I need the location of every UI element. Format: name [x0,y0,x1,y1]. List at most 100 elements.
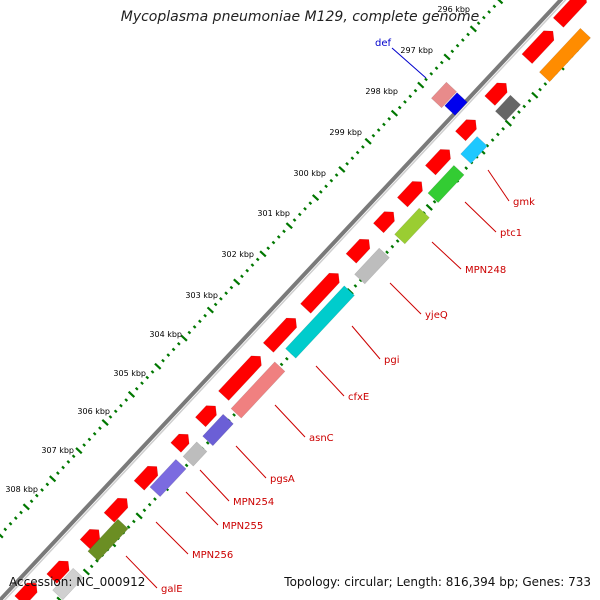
MPN254-gene [149,458,187,498]
forward-gene [195,405,217,428]
tick-mark [476,21,481,26]
tick-mark [376,128,381,132]
tick-label: 299 kbp [329,128,362,137]
gene-label-leader [235,445,267,479]
tick-mark [497,0,504,5]
tick-mark [318,190,323,194]
tick-mark [132,519,136,524]
tick-mark [145,375,150,380]
gene-label-leader [389,282,422,315]
tick-mark [271,240,276,245]
gene-label-ptc1: ptc1 [500,228,522,239]
tick-mark [147,502,152,507]
gene-label-galE: galE [161,584,183,595]
kbp-tick-labels: 296 kbp 297 kbp 298 kbp 299 kbp 300 kbp 301 k… [5,5,470,494]
forward-gene [552,0,587,28]
tick-mark [259,250,267,258]
tick-mark [187,330,192,335]
tick-mark [205,441,210,445]
gene-label-asnC: asnC [309,433,334,444]
gene-label-leader [315,365,345,397]
gene-label-MPN254: MPN254 [233,497,274,508]
tick-mark [397,105,402,110]
tick-mark [219,296,223,301]
tick-mark [161,358,165,363]
tick-mark [324,184,328,189]
gene-label-pgi: pgi [384,355,399,366]
tick-mark [66,460,71,464]
gene-label-MPN248: MPN248 [465,265,506,276]
gene-labels: def gmk ptc1 MPN248 yjeQ pgi cfxE asnC pgsA MPN25… [125,38,535,595]
tick-mark [40,488,44,492]
forward-gene [396,181,423,208]
tick-mark [387,117,392,121]
tick-mark [154,362,162,370]
gene-label-MPN256: MPN256 [192,550,233,561]
tick-mark [82,443,86,447]
forward-strand-genes [14,0,591,600]
tick-label: 298 kbp [365,87,398,96]
tick-mark [385,250,389,255]
tick-mark [45,482,50,487]
tick-mark [485,143,490,148]
def-gene-blue [444,92,468,116]
gene-label-def: def [375,38,392,49]
tick-mark [56,596,62,600]
forward-gene [345,238,371,264]
tick-mark [19,510,23,515]
tick-mark [34,493,39,498]
tick-mark [432,199,437,204]
tick-mark [297,212,302,217]
tick-mark [171,347,176,352]
tick-mark [150,370,155,374]
tick-mark [338,165,346,173]
tick-mark [464,166,469,170]
gene-label-leader [155,521,189,555]
accession-text: Accession: NC_000912 [9,575,146,589]
tick-mark [308,201,313,206]
gene-label-MPN255: MPN255 [222,521,263,532]
tick-mark [334,173,339,177]
tick-label: 296 kbp [437,5,470,14]
tick-label: 302 kbp [221,250,254,259]
tick-mark [439,60,444,65]
MPN256-gene [87,518,129,562]
tick-label: 308 kbp [5,485,38,494]
tick-mark [229,285,234,290]
def-gene [431,81,457,109]
tick-mark [522,104,527,109]
forward-gene [103,497,129,523]
tick-label: 304 kbp [149,330,182,339]
tick-mark [395,239,400,243]
tick-mark [98,426,102,430]
tick-mark [56,471,60,475]
gene-label-leader [464,201,497,233]
tick-mark [424,77,428,82]
tick-mark [434,66,439,71]
tick-mark [140,381,144,385]
tick-mark [0,533,4,539]
tick-mark [292,218,297,222]
tick-mark [371,133,376,138]
tick-mark [166,353,171,357]
forward-gene [424,149,451,176]
forward-gene [484,82,508,106]
tick-mark [279,362,284,367]
tick-mark [390,244,395,249]
tick-mark [455,43,460,48]
tick-mark [496,132,500,137]
tick-mark [531,91,539,99]
tick-mark [135,512,143,520]
genome-backbone [0,0,564,600]
tick-mark [460,38,465,42]
forward-gene [46,560,70,584]
tick-label: 301 kbp [257,209,290,218]
map-title: Mycoplasma pneumoniae M129, complete gen… [120,9,480,25]
gene-label-leader [391,47,427,79]
forward-gene [300,272,340,314]
tick-mark [8,521,13,526]
tick-mark [119,403,123,408]
tick-mark [108,415,113,419]
gene-label-leader [431,241,462,270]
